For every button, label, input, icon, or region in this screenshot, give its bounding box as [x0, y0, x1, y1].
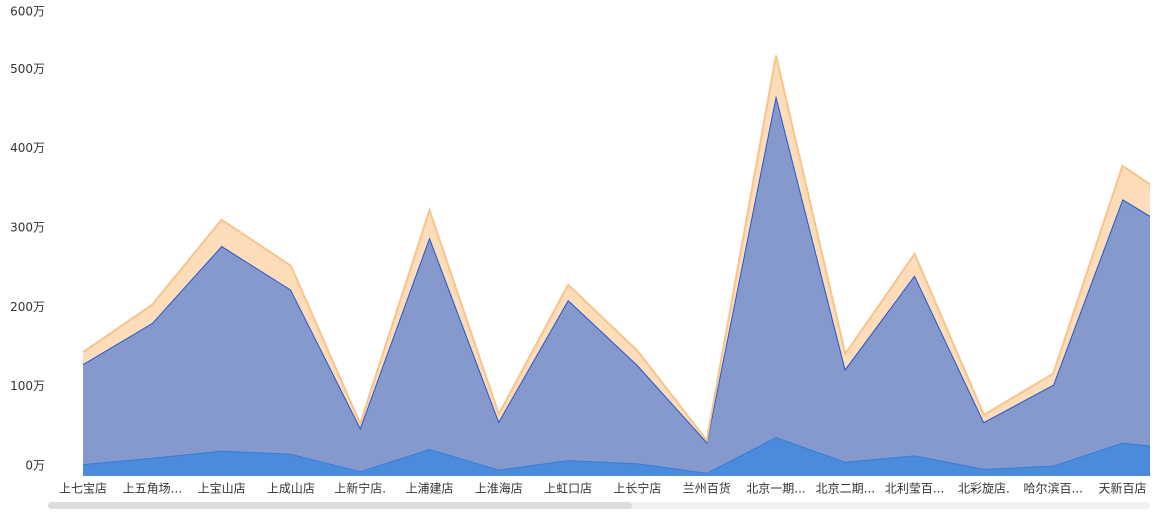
line — [82, 55, 1150, 443]
x-tick-label: 北京一期... — [746, 482, 805, 496]
x-tick-label: 北利莹百... — [885, 482, 944, 496]
x-tick-label: 上宝山店 — [198, 482, 246, 496]
y-tick-label: 400万 — [10, 141, 45, 155]
x-tick-label: 上长宁店 — [613, 481, 661, 496]
x-tick-label: 上虹口店 — [544, 482, 592, 496]
y-tick-label: 0万 — [25, 459, 45, 473]
x-tick-label: 天新百店 — [1098, 481, 1146, 496]
x-tick-label: 北彩旋店. — [958, 482, 1010, 496]
x-tick-label: 上五角场... — [123, 482, 182, 496]
plot-area — [82, 55, 1150, 476]
x-tick-label: 上七宝店 — [59, 482, 107, 496]
x-tick-label: 上新宁店. — [334, 481, 386, 496]
x-tick-label: 北京二期... — [816, 482, 875, 496]
y-tick-label: 600万 — [10, 5, 45, 19]
x-tick-label: 上淮海店 — [475, 481, 523, 496]
area — [83, 437, 1150, 476]
area — [83, 95, 1150, 473]
x-tick-label: 兰州百货 — [683, 481, 731, 496]
line — [82, 436, 1150, 474]
x-tick-label: 上成山店 — [267, 482, 315, 496]
y-tick-label: 500万 — [10, 62, 45, 76]
y-tick-label: 300万 — [10, 221, 45, 235]
x-tick-label: 上浦建店 — [405, 482, 453, 496]
x-tick-label: 哈尔滨百... — [1023, 481, 1082, 496]
scrollbar-thumb[interactable] — [48, 502, 632, 509]
y-tick-label: 100万 — [10, 379, 45, 393]
y-tick-label: 200万 — [10, 300, 45, 314]
